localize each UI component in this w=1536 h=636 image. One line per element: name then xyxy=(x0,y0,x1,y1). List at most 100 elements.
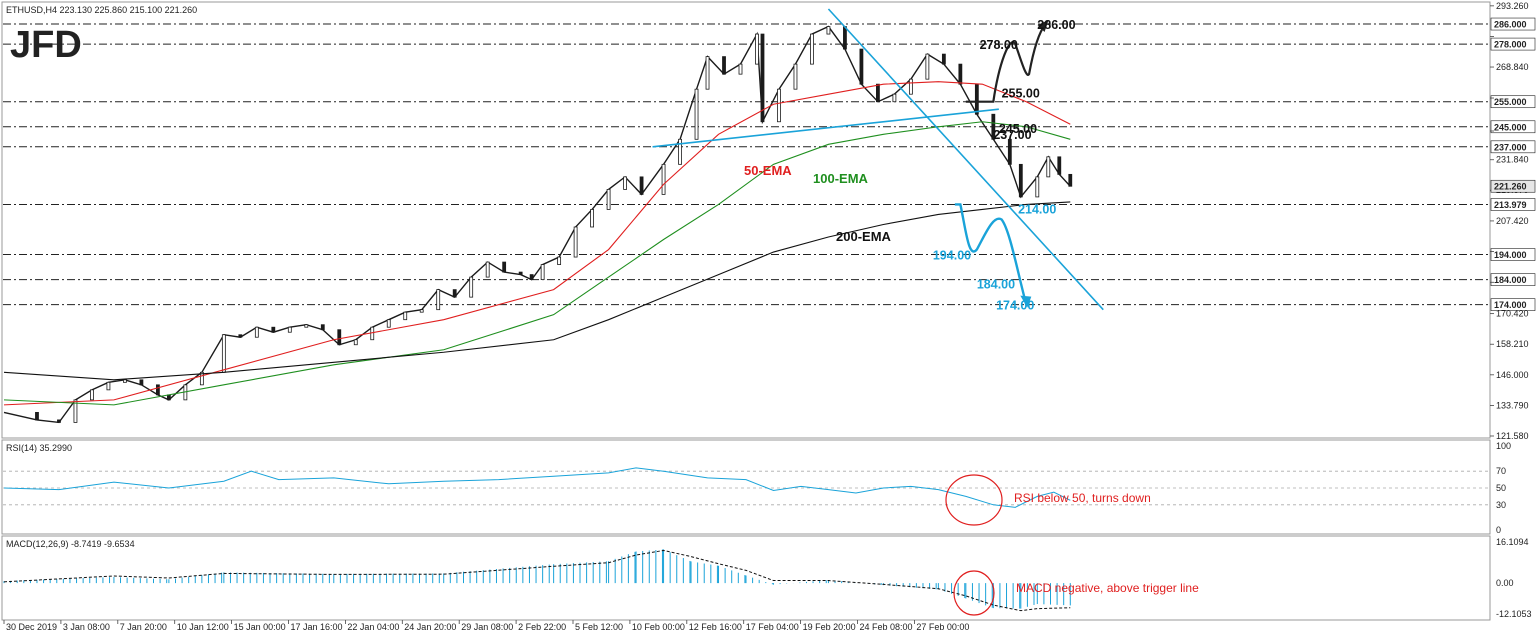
macd-tick-label: -12.1053 xyxy=(1496,609,1532,619)
price-candle xyxy=(90,389,94,401)
projection-level-label: 278.00 xyxy=(980,38,1018,52)
rsi-tick-label: 0 xyxy=(1496,525,1501,535)
current-price-tag xyxy=(1490,179,1536,193)
macd-tick-label: 0.00 xyxy=(1496,578,1514,588)
price-candle xyxy=(419,309,424,313)
price-tick-label: 231.840 xyxy=(1496,155,1529,165)
price-candle xyxy=(639,176,644,195)
level-tag-text: 194.000 xyxy=(1494,250,1527,260)
price-candle xyxy=(705,56,710,90)
price-candle xyxy=(738,63,743,75)
price-candle xyxy=(271,326,276,333)
bullish-projection-path xyxy=(965,23,1047,103)
price-candle xyxy=(1035,176,1040,198)
price-candle xyxy=(436,289,441,311)
price-candle xyxy=(73,399,78,423)
price-candle xyxy=(810,33,814,65)
level-tag-text: 286.000 xyxy=(1494,20,1527,30)
rsi-tick-label: 30 xyxy=(1496,500,1506,510)
rsi-axis: 100 70 50 30 0 xyxy=(1496,441,1511,535)
horizontal-levels: 286.000 278.000 255.000 245.000 237.000 213.9… xyxy=(3,17,1536,311)
price-candle xyxy=(386,319,391,328)
projection-level-label: 286.00 xyxy=(1037,18,1075,32)
rsi-line xyxy=(3,467,1071,508)
price-candle xyxy=(777,88,781,123)
time-tick-label: 30 Dec 2019 xyxy=(6,622,57,632)
level-tag xyxy=(1490,248,1536,261)
price-candle xyxy=(166,394,171,401)
ema50-label: 50-EMA xyxy=(744,163,792,178)
price-candle xyxy=(106,381,111,391)
rsi-layer xyxy=(3,467,1490,508)
time-tick-label: 22 Jan 04:00 xyxy=(347,622,399,632)
level-tag xyxy=(1490,120,1536,134)
price-candle xyxy=(403,311,408,321)
price-candle xyxy=(859,48,864,85)
price-candle xyxy=(755,33,759,65)
price-candle xyxy=(892,93,897,103)
price-candle xyxy=(722,56,726,75)
time-axis: 30 Dec 2019 3 Jan 08:00 7 Jan 20:00 10 Jan … xyxy=(3,620,969,632)
price-candle xyxy=(155,384,160,396)
time-tick-label: 3 Jan 08:00 xyxy=(63,622,110,632)
time-tick-label: 17 Feb 04:00 xyxy=(746,622,799,632)
macd-tick-label: 16.1094 xyxy=(1496,537,1529,547)
jfd-logo: JFD xyxy=(10,24,82,66)
price-tick-label: 121.580 xyxy=(1496,431,1529,441)
price-candle xyxy=(991,113,996,140)
price-candle xyxy=(485,261,490,278)
price-candle xyxy=(793,63,798,90)
bearish-arrow-head xyxy=(1020,295,1032,308)
bearish-projection-path xyxy=(954,203,1028,305)
price-candle xyxy=(452,289,457,298)
projection-layer xyxy=(954,20,1049,308)
level-tag-text: 184.000 xyxy=(1494,275,1527,285)
level-tag-text: 278.000 xyxy=(1494,40,1527,50)
price-axis: 293.260268.840231.840219.670207.420170.4… xyxy=(1490,1,1536,441)
rsi-tick-label: 70 xyxy=(1496,466,1506,476)
price-line-layer xyxy=(3,25,1073,424)
macd-annotation: MACD negative, above trigger line xyxy=(1016,581,1199,595)
projection-level-label: 255.00 xyxy=(1002,87,1040,101)
price-candle xyxy=(540,264,545,281)
level-tag xyxy=(1490,140,1536,154)
price-candle xyxy=(57,419,61,423)
main-panel-frame xyxy=(1,1,1491,439)
projection-level-label: 174.00 xyxy=(996,299,1034,313)
level-tag xyxy=(1490,95,1536,109)
price-candle xyxy=(199,371,204,386)
support-trendline xyxy=(652,108,999,148)
time-tick-label: 7 Jan 20:00 xyxy=(120,622,167,632)
price-candle xyxy=(139,379,144,386)
price-candle xyxy=(518,271,523,275)
projection-level-label: 237.00 xyxy=(993,128,1031,142)
time-tick-label: 15 Jan 00:00 xyxy=(234,622,286,632)
trendline-layer xyxy=(652,8,1104,311)
price-candle xyxy=(678,138,682,165)
projection-level-label: 245.00 xyxy=(999,122,1037,136)
rsi-tick-label: 100 xyxy=(1496,441,1511,451)
price-candle xyxy=(1018,163,1023,198)
price-candle xyxy=(35,411,39,421)
price-tick-label: 293.260 xyxy=(1496,1,1529,11)
price-tick-label: 170.420 xyxy=(1496,309,1529,319)
time-tick-label: 24 Jan 20:00 xyxy=(404,622,456,632)
level-tag-text: 245.000 xyxy=(1494,122,1527,132)
symbol-header: ETHUSD,H4 223.130 225.860 215.100 221.26… xyxy=(6,5,197,15)
price-candle xyxy=(557,256,562,265)
level-tag-text: 213.979 xyxy=(1494,200,1527,210)
level-tag-text: 255.000 xyxy=(1494,97,1527,107)
bullish-arrow-head xyxy=(1037,20,1049,33)
current-price-text: 221.260 xyxy=(1494,182,1527,192)
price-tick-label: 207.420 xyxy=(1496,216,1529,226)
ema-line xyxy=(3,81,1071,406)
price-candle xyxy=(221,334,226,373)
price-tick-label: 146.000 xyxy=(1496,370,1529,380)
macd-signal-line xyxy=(3,549,1071,612)
price-tick-label: 158.210 xyxy=(1496,339,1529,349)
price-candle xyxy=(958,63,963,85)
price-candle xyxy=(573,226,578,258)
ema-line xyxy=(3,121,1071,406)
price-candle xyxy=(370,326,375,341)
projection-level-label: 184.00 xyxy=(977,278,1015,292)
